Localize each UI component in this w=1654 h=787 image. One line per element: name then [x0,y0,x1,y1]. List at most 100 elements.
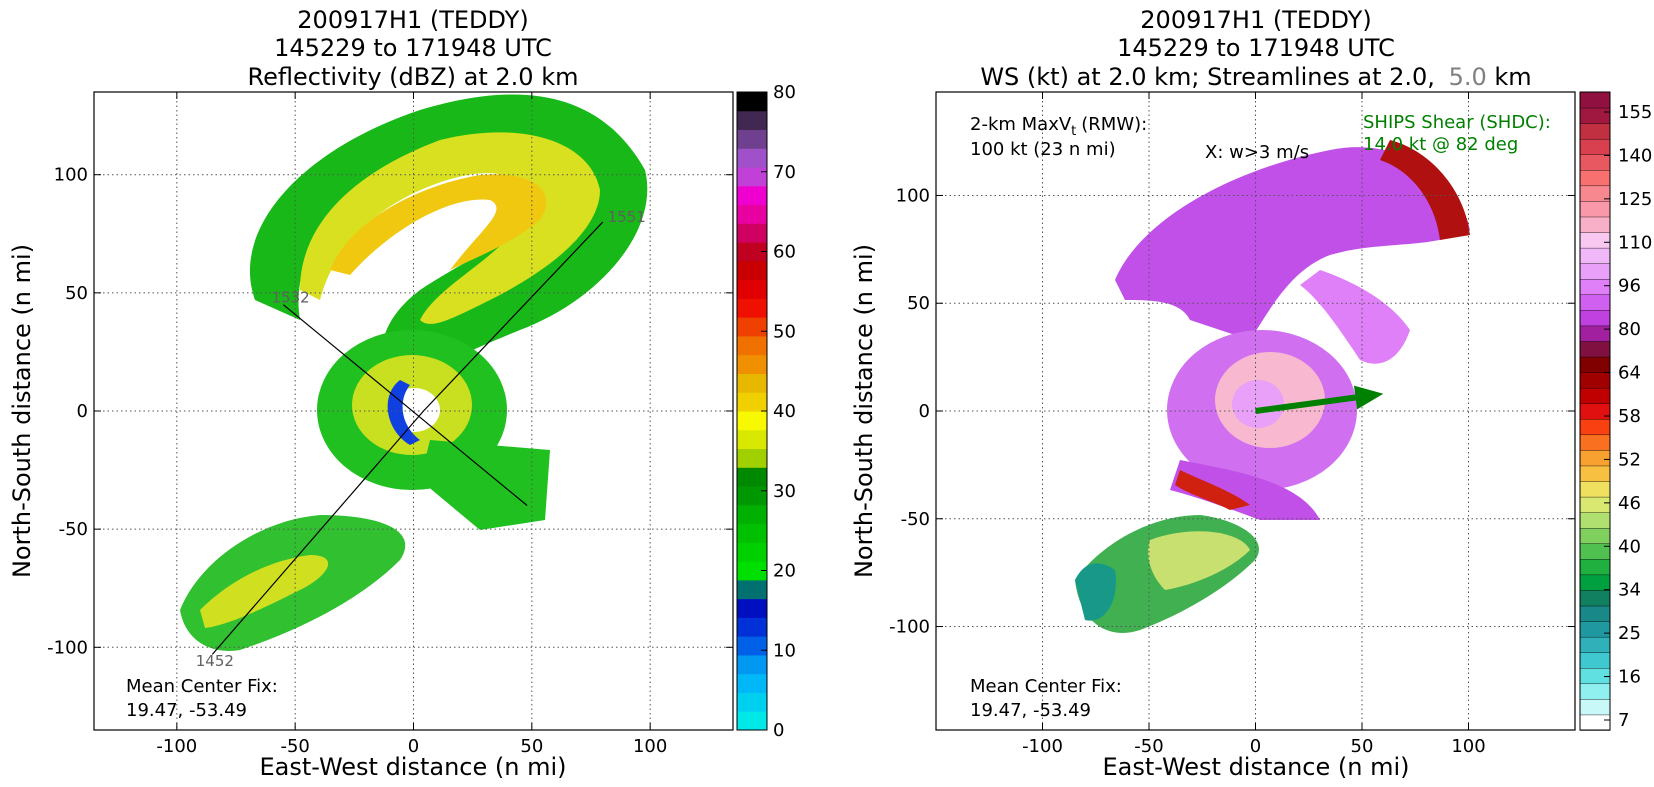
colorbar-swatch [737,448,767,468]
colorbar-tick-label: 30 [773,481,796,502]
colorbar-swatch [1579,698,1611,716]
ytick-label: -100 [889,617,930,638]
updraft-label: X: w>3 m/s [1205,142,1309,163]
reflectivity-title-line1: 200917H1 (TEDDY) [297,6,528,34]
ytick-label: -50 [901,509,930,530]
colorbar-swatch [737,617,767,637]
colorbar-swatch [737,654,767,675]
windspeed-band-north-dark [1380,140,1470,240]
colorbar-tick-label: 34 [1618,580,1641,601]
shear-vector [1255,385,1384,414]
reflectivity-colorbar: 0 10 20 30 40 50 60 70 80 [736,82,796,741]
shear-value: 14.0 kt @ 82 deg [1363,134,1518,155]
max-vt-text: 2-km MaxV [970,114,1072,135]
colorbar-swatch [737,711,767,731]
colorbar-tick-label: 52 [1618,449,1641,470]
colorbar-swatch [1579,434,1611,451]
track-time-label: 1532 [272,288,310,306]
colorbar-swatch [1579,356,1611,373]
colorbar-swatch [1579,683,1611,700]
colorbar-swatch [737,148,767,168]
windspeed-band-sw-low [1075,563,1116,621]
shear-arrow-shaft [1255,394,1356,414]
colorbar-swatch [737,429,767,450]
colorbar-swatch [1579,216,1611,233]
colorbar-swatch [1579,543,1611,560]
reflectivity-blue-patch [387,380,420,445]
reflectivity-band-south [420,440,550,530]
reflectivity-field [180,94,648,651]
colorbar-swatch [1579,636,1611,653]
windspeed-axes: -100 -50 0 50 100 -100 -50 0 50 100 [889,91,1576,757]
colorbar-tick-label: 70 [773,162,796,183]
colorbar-tick-label: 50 [773,321,796,342]
colorbar-swatch [737,298,767,318]
colorbar-swatch [1579,496,1611,513]
colorbar-swatch [1579,714,1611,731]
colorbar-swatch [737,242,767,262]
windspeed-title-line3: WS (kt) at 2.0 km; Streamlines at 2.0, 5… [980,63,1531,91]
track-time-label: 1551 [608,208,646,226]
flight-leg [211,410,424,655]
windspeed-band-sw-high [1148,531,1250,590]
colorbar-swatch [1579,278,1611,295]
colorbar-swatch [737,335,767,356]
colorbar-swatch [1579,511,1611,529]
colorbar-tick-label: 40 [1618,536,1641,557]
ytick-label: -100 [47,637,88,658]
colorbar-swatch [737,92,767,112]
colorbar-swatch [1579,558,1611,576]
colorbar-tick-label: 58 [1618,406,1641,427]
colorbar-swatch [737,542,767,562]
colorbar-tick-label: 40 [773,401,796,422]
windspeed-xlabel: East-West distance (n mi) [1102,753,1409,781]
xtick-label: 100 [633,736,667,757]
colorbar-tick-label: 10 [773,640,796,661]
colorbar-swatch [737,523,767,543]
colorbar-tick-label: 64 [1618,363,1641,384]
windspeed-title-highlight: 5.0 [1449,63,1487,91]
colorbar-swatch [737,204,767,224]
colorbar-swatch [737,373,767,393]
windspeed-grid [936,92,1575,730]
max-vt-label: 2-km MaxVt (RMW): [970,114,1147,139]
xtick-label: -50 [280,736,309,757]
colorbar-swatch [737,411,767,431]
ytick-label: -50 [59,519,88,540]
reflectivity-ylabel: North-South distance (n mi) [8,244,36,578]
reflectivity-title-line2: 145229 to 171948 UTC [274,34,552,62]
colorbar-swatch [1579,449,1611,467]
colorbar-swatch [1579,418,1611,436]
colorbar-swatch [1579,589,1611,607]
xtick-label: -100 [1022,736,1063,757]
colorbar-swatch [737,392,767,412]
colorbar-tick-label: 80 [1618,319,1641,340]
colorbar-swatch [1579,107,1611,124]
windspeed-red-patch [1175,470,1250,510]
colorbar-tick-label: 16 [1618,667,1641,688]
colorbar-swatch [737,317,767,337]
reflectivity-band-outer [249,94,648,380]
windspeed-field [1075,140,1470,633]
colorbar-swatch [1579,620,1611,638]
windspeed-band-north [1115,147,1470,340]
flight-leg [282,304,528,506]
colorbar-swatch [737,279,767,299]
windspeed-panel: 200917H1 (TEDDY) 145229 to 171948 UTC WS… [850,6,1652,781]
colorbar-swatch [737,486,767,506]
colorbar-swatch [1579,169,1611,187]
colorbar-swatch [737,167,767,187]
windspeed-ylabel: North-South distance (n mi) [850,244,878,578]
ytick-label: 50 [65,283,88,304]
colorbar-swatch [1579,154,1611,171]
colorbar-swatch [1579,309,1611,327]
max-vt-subscript: t [1071,124,1076,139]
windspeed-center-fix-label: Mean Center Fix: [970,676,1122,697]
xtick-label: 100 [1451,736,1485,757]
colorbar-swatch [1579,574,1611,591]
ytick-label: 0 [919,401,930,422]
ytick-label: 100 [54,165,88,186]
colorbar-swatch [1579,231,1611,249]
colorbar-swatch [737,223,767,243]
